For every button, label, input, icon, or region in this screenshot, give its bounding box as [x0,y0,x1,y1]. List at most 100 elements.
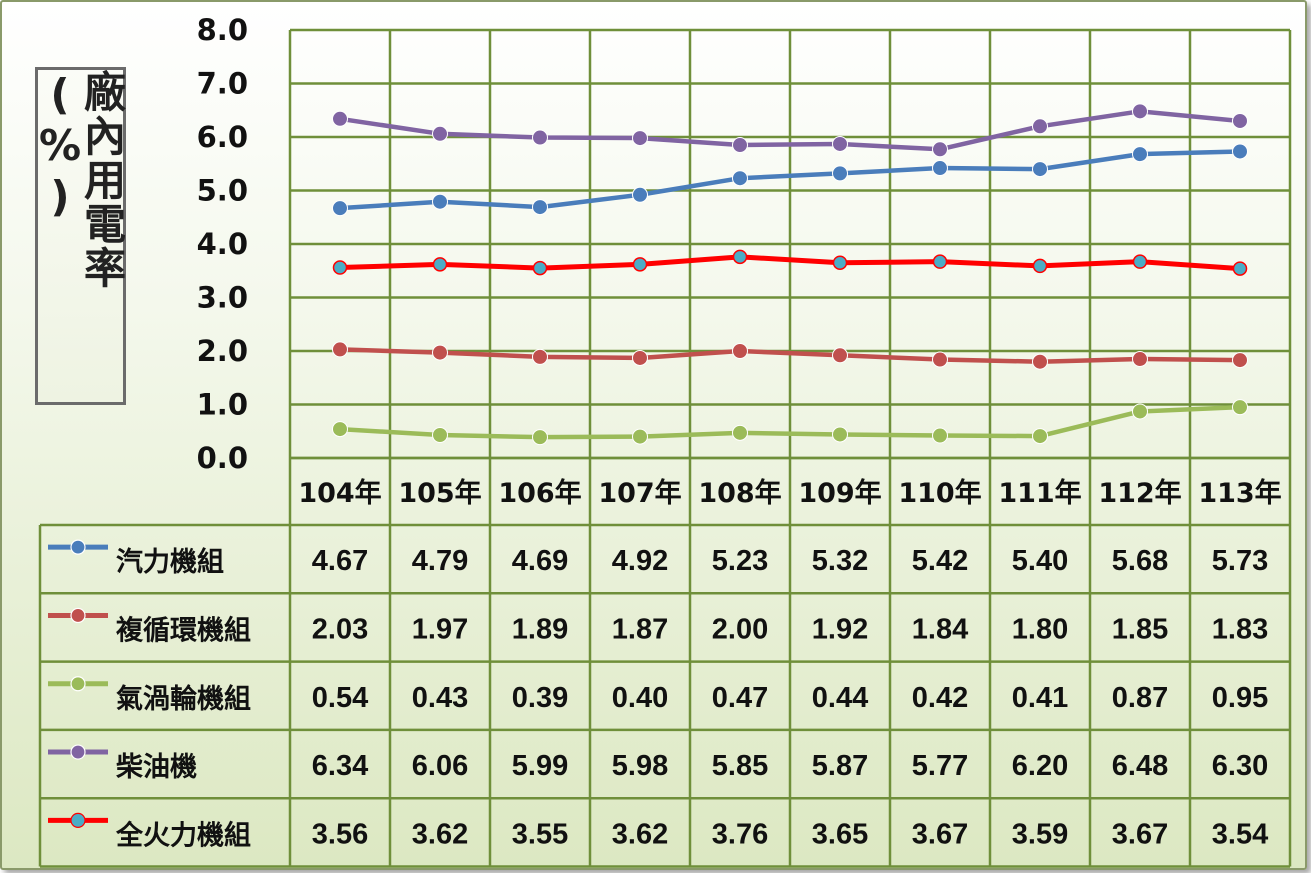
category-label: 111年 [998,477,1081,509]
y-axis-title-box: 廠內用電率(%) [35,67,127,405]
series-point [532,129,548,146]
series-point [832,426,848,443]
legend-key-marker [70,744,86,760]
data-label: 5.32 [812,545,868,577]
series-point [332,341,348,358]
series-line [339,109,1241,152]
series-point [832,135,848,152]
data-label: 4.67 [312,545,368,577]
category-label: 109年 [798,477,881,509]
y-tick-label: 6.0 [197,120,248,154]
series-point [632,428,648,445]
data-label: 1.89 [512,613,568,645]
y-tick-label: 2.0 [197,334,248,368]
y-tick-label: 5.0 [197,174,248,208]
series-point [932,427,948,444]
series-point [432,257,448,272]
data-table [38,456,1290,868]
category-label: 112年 [1098,477,1181,509]
data-label: 0.43 [412,682,468,714]
series-point [1232,352,1248,369]
category-labels: 104年 105年 106年 107年 108年 109年 110年 111年 112年 113年 [298,477,1281,509]
legend-series-name: 氣渦輪機組 [116,683,251,715]
series-point [832,255,848,270]
legend-series-name: 汽力機組 [116,546,224,578]
y-tick-label: 0.0 [197,441,248,475]
data-labels: 4.67 4.79 4.69 4.92 5.23 5.32 5.42 5.40 5.68 5.73… [312,545,1268,850]
category-label: 106年 [498,477,581,509]
data-label: 6.48 [1112,750,1168,782]
series-point [632,349,648,366]
category-label: 105年 [398,477,481,509]
series-point [932,160,948,177]
data-label: 3.62 [612,818,668,850]
data-label: 6.30 [1212,750,1268,782]
series-point [532,429,548,446]
data-label: 6.06 [412,750,468,782]
data-label: 3.59 [1012,818,1068,850]
series-point [632,186,648,203]
data-label: 0.95 [1212,682,1268,714]
data-label: 5.98 [612,750,668,782]
series-line [339,347,1241,364]
series-point [532,260,548,276]
series-point [432,125,448,142]
y-tick-label: 3.0 [197,281,248,315]
series-point [332,200,348,217]
series-point [732,343,748,359]
series-line [339,149,1241,211]
series-point [732,424,748,441]
series-line [339,404,1241,440]
data-label: 0.87 [1112,682,1168,714]
data-label: 1.97 [412,613,468,645]
data-label: 3.67 [1112,818,1168,850]
series-line [339,254,1241,272]
data-label: 5.68 [1112,545,1168,577]
data-label: 1.84 [912,613,968,645]
data-label: 1.85 [1112,613,1168,645]
data-label: 3.56 [312,818,368,850]
series-point [332,421,348,438]
series-point [432,344,448,361]
legend-series-name: 複循環機組 [116,614,251,646]
series-point [1132,103,1148,120]
series-point [1032,258,1048,274]
data-label: 6.34 [312,750,368,782]
legend-key-marker [70,607,86,624]
category-label: 107年 [598,477,681,509]
series-point [1232,399,1248,416]
series-point [932,351,948,368]
category-label: 108年 [698,477,781,509]
category-label: 104年 [298,477,381,509]
series-point [1032,353,1048,370]
data-label: 4.69 [512,545,568,577]
series-point [1132,403,1148,420]
data-label: 5.77 [912,750,968,782]
data-label: 4.92 [612,545,668,577]
data-label: 1.87 [612,613,668,645]
series-point [632,257,648,272]
y-axis-ticks: 0.0 1.0 2.0 3.0 4.0 5.0 6.0 7.0 8.0 [197,13,248,475]
y-tick-label: 7.0 [197,67,248,101]
data-label: 0.54 [312,682,368,714]
data-label: 3.65 [812,818,868,850]
series-point [432,426,448,443]
series-point [1032,428,1048,445]
data-label: 3.62 [412,818,468,850]
data-label: 0.42 [912,682,968,714]
series-point [532,199,548,216]
data-label: 1.83 [1212,613,1268,645]
series-point [732,249,748,265]
legend-key-marker [70,812,86,828]
series-point [932,254,948,269]
data-label: 2.00 [712,613,768,645]
data-label: 3.76 [712,818,768,850]
series-point [1032,161,1048,178]
data-label: 5.87 [812,750,868,782]
series-point [432,193,448,210]
data-label: 0.41 [1012,682,1068,714]
series-point [732,170,748,187]
data-label: 2.03 [312,613,368,645]
